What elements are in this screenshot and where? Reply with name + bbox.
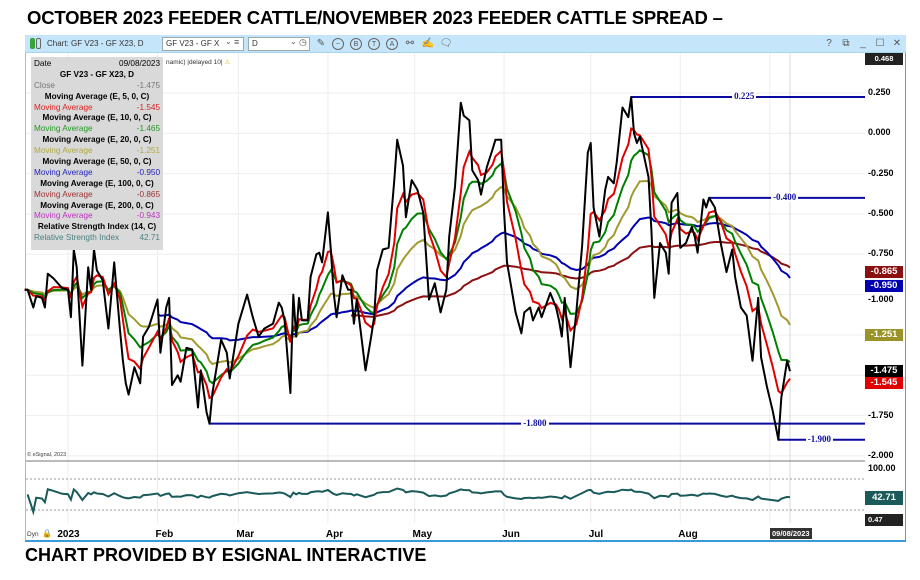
chart-title: Chart: GF V23 - GF X23, D [47,39,144,48]
legend-study-label: Moving Average [34,102,93,112]
price-axis-label: -1.000 [868,294,894,304]
price-level-label: -1.800 [521,417,549,428]
ma-value-tag: -1.545 [865,377,903,389]
legend-study-value: 42.71 [139,233,161,243]
detach-icon[interactable]: ⧉ [842,38,850,49]
price-level-label: -0.400 [771,191,799,202]
data-window: Date 09/08/2023 GF V23 - GF X23, D Close -… [31,57,163,250]
current-date-label: 09/08/2023 [770,528,812,539]
help-icon[interactable]: ? [826,38,832,49]
window-bottom-border [25,540,906,542]
interval-value: D [252,39,258,48]
moving-average-line [157,216,791,342]
price-axis-label: -1.750 [868,409,894,420]
legend-study-label: Moving Average [34,146,93,156]
comment-icon[interactable]: 🗨 [439,38,453,49]
legend-study-value: -1.465 [136,124,160,134]
chevron-down-icon[interactable]: ⌄ [290,37,297,46]
interval-input[interactable]: D [248,37,310,51]
legend-study-title: Relative Strength Index (14, C) [37,222,157,232]
legend-study-value: -0.865 [136,189,160,199]
rsi-axis-top-label: 100.00 [868,463,896,473]
close-label: Close [34,80,55,90]
price-level-label: 0.225 [732,91,757,102]
rsi-value-tag: 42.71 [865,491,903,505]
legend-study-value: -1.251 [136,146,160,156]
legend-study-label: Moving Average [34,167,93,177]
date-axis-label: 2023 [57,529,80,540]
price-axis-label: -2.000 [868,449,894,460]
ma-value-tag: -0.865 [865,266,903,278]
legend-study-title: Moving Average (E, 10, 0, C) [42,113,152,123]
dyn-label[interactable]: Dyn [27,531,39,538]
study-icon[interactable]: ~ [332,38,344,50]
copyright: © eSignal, 2023 [27,452,67,458]
price-axis-label: 0.250 [868,87,891,97]
ma-value-tag: -1.251 [865,329,903,341]
link-icon[interactable]: ⚯ [405,38,415,49]
legend-study-label: Moving Average [34,211,93,221]
moving-average-line [24,179,791,366]
chart-logo-icon [30,38,35,49]
date-axis-label: Mar [236,529,255,540]
feed-status: namic) |delayed 10| ⚠ [166,59,231,66]
text-icon[interactable]: T [368,38,380,50]
legend-study-title: Moving Average (E, 50, 0, C) [42,157,152,167]
legend-study-title: Moving Average (E, 100, 0, C) [40,178,154,188]
symbol-input[interactable]: GF V23 - GF X [162,37,244,51]
minimize-icon[interactable]: _ [860,38,866,49]
legend-study-title: Moving Average (E, 200, 0, C) [40,200,154,210]
alert-icon[interactable]: A [386,38,398,50]
price-axis-label: 0.000 [868,127,891,138]
page-title: OCTOBER 2023 FEEDER CATTLE/NOVEMBER 2023… [27,7,723,28]
legend-study-title: Moving Average (E, 20, 0, C) [42,135,152,145]
legend-study-label: Moving Average [34,189,93,199]
price-level-label: -1.900 [805,433,833,444]
date-axis-label: Feb [155,529,174,540]
moving-average-line [24,149,791,385]
axis-top-value: 0.468 [865,53,903,65]
symbol-label: GF V23 - GF X23, D [59,69,135,79]
price-axis-label: -0.250 [868,167,894,178]
legend-study-label: Moving Average [34,124,93,134]
maximize-icon[interactable]: ☐ [875,38,885,49]
price-axis-label: -0.750 [868,248,894,259]
date-axis-label: Jun [502,529,520,540]
moving-average-line [350,241,791,318]
rsi-line [26,487,791,516]
price-axis-label: -0.500 [868,207,894,218]
legend-study-label: Relative Strength Index [34,233,120,243]
date-axis-label: Apr [325,529,344,540]
menu-icon[interactable]: ≡ [234,37,240,47]
lock-icon[interactable]: 🔒 [42,529,52,538]
delay-icon: ⚠ [224,59,231,66]
chart-logo-icon-outline [36,38,41,49]
close-value-tag: -1.475 [865,365,903,377]
bar-icon[interactable]: B [350,38,362,50]
legend-study-title: Moving Average (E, 5, 0, C) [44,91,150,101]
chart-toolbar [25,35,906,53]
rsi-axis-bottom-label: 0.47 [865,514,903,526]
date-axis-label: May [412,529,432,540]
close-icon[interactable]: ✕ [892,38,902,49]
legend-study-value: -0.950 [136,167,160,177]
chevron-down-icon[interactable]: ⌄ [225,37,232,46]
close-value: -1.475 [136,80,160,90]
legend-study-value: -1.545 [136,102,160,112]
date-label: Date [34,59,52,68]
clock-icon[interactable]: ◷ [299,37,307,47]
symbol-value: GF V23 - GF X [166,39,220,48]
date-axis-label: Aug [678,529,698,540]
date-axis-label: Jul [588,529,604,540]
ma-value-tag: -0.950 [865,280,903,292]
date-value: 09/08/2023 [119,59,160,68]
pencil-icon[interactable]: ✎ [316,38,326,49]
footer-credit: CHART PROVIDED BY ESIGNAL INTERACTIVE [25,545,427,565]
edit-note-icon[interactable]: ✍ [421,38,435,49]
legend-study-value: -0.943 [136,211,160,221]
close-price-line [24,96,791,441]
